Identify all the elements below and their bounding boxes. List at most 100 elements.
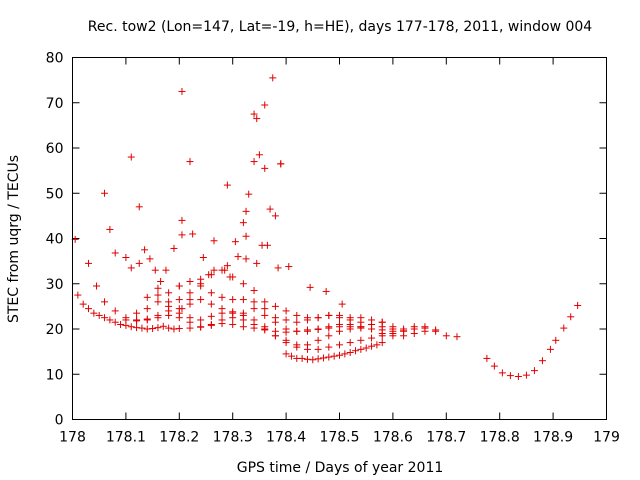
data-point — [90, 309, 98, 317]
data-point — [250, 287, 258, 295]
x-tick-label: 178.5 — [319, 430, 359, 446]
data-point — [574, 301, 582, 309]
data-point — [165, 298, 173, 306]
data-point — [106, 316, 114, 324]
data-point — [522, 371, 530, 379]
data-point — [546, 345, 554, 353]
data-point — [400, 332, 408, 340]
x-axis-label: GPS time / Days of year 2011 — [237, 460, 444, 476]
data-point — [303, 327, 311, 335]
x-tick-label: 178.9 — [533, 430, 573, 446]
data-point — [154, 284, 162, 292]
data-point — [207, 300, 215, 308]
data-point — [261, 164, 269, 172]
data-point — [285, 263, 293, 271]
data-point — [336, 327, 343, 335]
data-point — [154, 324, 162, 332]
data-point — [239, 296, 247, 304]
data-point — [205, 271, 213, 279]
data-point — [170, 244, 178, 252]
data-point — [79, 300, 87, 308]
data-point — [117, 320, 125, 328]
data-point — [85, 259, 93, 267]
data-point — [231, 238, 239, 246]
data-point — [218, 293, 226, 301]
data-point — [282, 307, 290, 315]
y-tick-label: 30 — [46, 277, 64, 293]
y-tick-label: 80 — [46, 51, 64, 67]
y-axis-label: STEC from uqrg / TECUs — [6, 155, 22, 323]
data-point — [242, 207, 250, 215]
data-point — [389, 325, 397, 333]
data-point — [159, 322, 167, 330]
data-point — [346, 349, 354, 357]
data-point — [221, 266, 229, 274]
data-point — [138, 324, 146, 332]
data-point — [154, 291, 162, 299]
data-point — [122, 316, 130, 324]
data-point — [253, 115, 261, 123]
data-point — [229, 309, 237, 317]
data-point — [560, 324, 568, 332]
x-tick-label: 178.4 — [266, 430, 306, 446]
data-point — [111, 307, 119, 315]
x-tick-label: 178 — [59, 430, 86, 446]
data-point — [165, 324, 173, 332]
data-point — [223, 262, 231, 270]
x-tick-label: 178.3 — [213, 430, 253, 446]
data-point — [207, 320, 215, 328]
data-point — [95, 311, 103, 319]
data-point — [85, 305, 93, 313]
data-point — [325, 311, 333, 319]
data-point — [165, 289, 173, 297]
data-point — [378, 339, 386, 347]
data-point — [306, 283, 314, 291]
data-point — [186, 289, 194, 297]
data-point — [368, 334, 376, 342]
data-point — [157, 277, 165, 285]
data-point — [250, 110, 258, 118]
data-point — [151, 266, 159, 274]
data-point — [101, 189, 109, 197]
data-point — [319, 354, 327, 362]
data-point — [210, 237, 218, 245]
data-point — [325, 332, 333, 340]
data-point — [239, 309, 247, 317]
data-point — [175, 296, 183, 304]
data-point — [261, 298, 269, 306]
data-point — [253, 259, 261, 267]
data-point — [127, 323, 135, 331]
data-point — [498, 369, 506, 377]
data-point — [442, 332, 450, 340]
data-point — [357, 314, 365, 322]
data-point — [298, 354, 306, 362]
data-point — [271, 332, 279, 340]
data-point — [336, 351, 343, 359]
data-point — [135, 259, 143, 267]
data-point — [293, 327, 301, 335]
data-point — [266, 205, 274, 213]
y-tick-label: 50 — [46, 186, 64, 202]
x-tick-label: 178.8 — [480, 430, 520, 446]
data-point — [199, 254, 207, 262]
data-point — [277, 160, 285, 168]
data-point — [346, 314, 354, 322]
data-point — [133, 317, 141, 325]
data-point — [154, 298, 162, 306]
data-point — [314, 345, 322, 353]
data-point — [229, 296, 237, 304]
data-point — [309, 356, 317, 364]
y-tick-label: 10 — [46, 367, 64, 383]
data-point — [175, 282, 183, 290]
data-point — [314, 336, 322, 344]
data-point — [538, 357, 546, 365]
data-point — [269, 74, 277, 82]
data-point — [322, 287, 330, 295]
plot-frame — [72, 57, 607, 420]
data-point — [242, 255, 250, 263]
y-tick-label: 70 — [46, 96, 64, 112]
data-point — [207, 312, 215, 320]
data-point — [293, 318, 301, 326]
data-point — [271, 302, 279, 310]
